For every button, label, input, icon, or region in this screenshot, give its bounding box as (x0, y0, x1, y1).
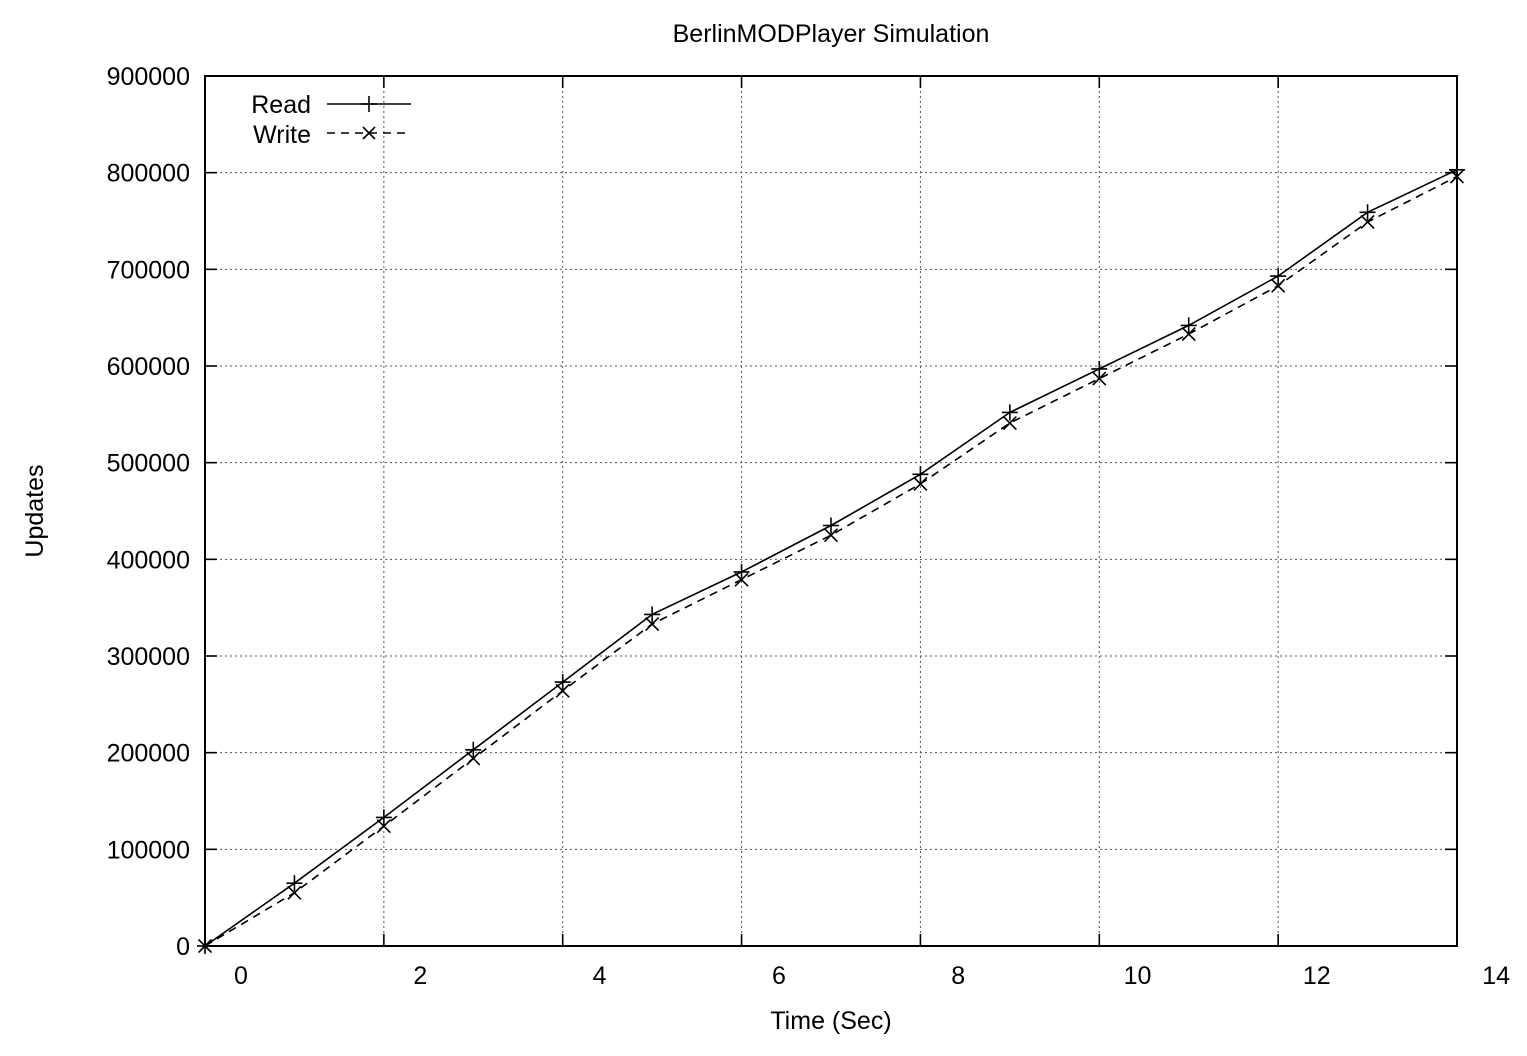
y-tick-label: 800000 (107, 160, 190, 188)
data-point (1360, 214, 1375, 230)
y-tick-label: 600000 (107, 353, 190, 381)
y-axis-label: Updates (21, 464, 49, 557)
data-point (1092, 371, 1107, 386)
y-tick-label: 300000 (107, 643, 190, 671)
series-line-read (204, 169, 1458, 947)
data-point (465, 741, 482, 758)
data-point (823, 528, 839, 543)
data-point (376, 819, 391, 834)
plot-frame (204, 75, 1458, 947)
data-point (1359, 204, 1376, 221)
data-point (823, 517, 839, 534)
data-point (1271, 278, 1286, 293)
y-tick-label: 100000 (107, 836, 190, 864)
y-tick-label: 400000 (107, 546, 190, 574)
legend-label-write: Write (253, 121, 311, 149)
data-point (1001, 404, 1018, 421)
data-point (1449, 161, 1465, 178)
legend: Read Write (251, 91, 411, 149)
series-layer (197, 161, 1465, 954)
series-read (197, 161, 1465, 954)
y-tick-label: 0 (176, 933, 190, 961)
data-point (554, 674, 571, 691)
x-tick-label: 14 (1482, 962, 1510, 990)
y-tick-label: 700000 (107, 256, 190, 284)
y-tick-label: 500000 (107, 450, 190, 478)
ticks: 0 100000 200000 300000 400000 500000 600000 700… (107, 63, 1511, 990)
data-point (734, 572, 749, 587)
data-point (913, 476, 928, 491)
x-tick-label: 4 (593, 962, 607, 990)
data-point (912, 466, 929, 483)
legend-marker-write (362, 126, 376, 140)
data-point (197, 938, 213, 954)
data-point (733, 563, 750, 580)
data-point (645, 617, 660, 632)
data-point (644, 606, 661, 623)
series-write (197, 169, 1465, 954)
data-point (1449, 169, 1465, 184)
x-tick-label: 2 (413, 962, 427, 990)
x-tick-label: 12 (1303, 962, 1331, 990)
data-point (1180, 317, 1197, 334)
data-point (287, 885, 302, 900)
legend-label-read: Read (251, 91, 311, 119)
x-axis-label: Time (Sec) (770, 1007, 891, 1035)
data-point (555, 683, 570, 698)
y-tick-label: 900000 (107, 63, 190, 91)
x-tick-label: 10 (1124, 962, 1152, 990)
data-point (1181, 327, 1196, 342)
data-point (1270, 268, 1287, 285)
x-tick-label: 8 (951, 962, 965, 990)
x-tick-label: 0 (234, 962, 248, 990)
data-point (375, 809, 392, 826)
data-point (286, 875, 303, 892)
chart-title: BerlinMODPlayer Simulation (673, 20, 990, 48)
data-point (1091, 360, 1108, 377)
data-point (466, 751, 481, 766)
data-point (1002, 415, 1017, 431)
legend-marker-read (361, 96, 377, 112)
grid (205, 76, 1457, 946)
x-tick-label: 6 (772, 962, 786, 990)
y-tick-label: 200000 (107, 740, 190, 768)
series-line-write (204, 175, 1458, 947)
